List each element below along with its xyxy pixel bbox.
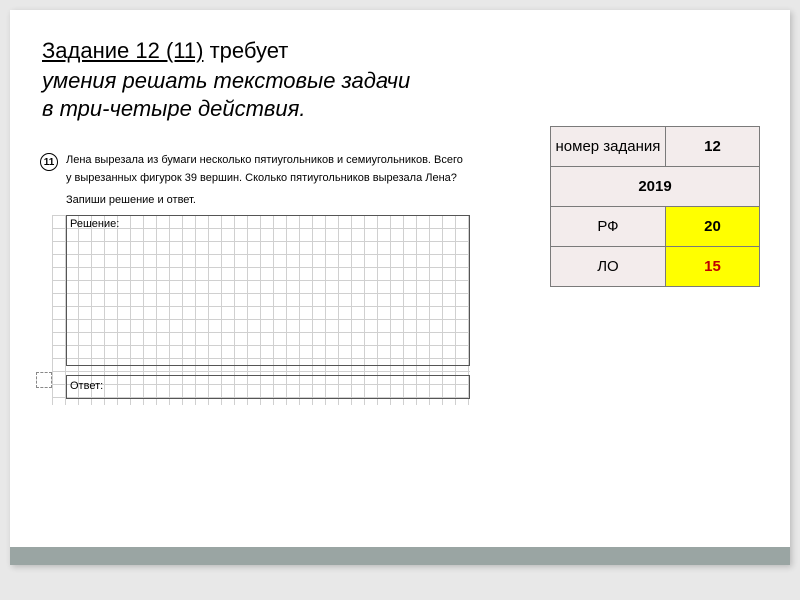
stats-header-value: 12 bbox=[665, 127, 759, 167]
solution-box bbox=[66, 215, 470, 366]
task-text-line-1: Лена вырезала из бумаги несколько пятиуг… bbox=[66, 154, 463, 166]
stats-row-value: 15 bbox=[665, 247, 759, 287]
slide: Задание 12 (11) требует умения решать те… bbox=[10, 10, 790, 565]
task-instruction: Запиши решение и ответ. bbox=[66, 194, 196, 206]
answer-label: Ответ: bbox=[70, 380, 103, 392]
stats-row-label: ЛО bbox=[551, 247, 666, 287]
table-row: номер задания 12 bbox=[551, 127, 760, 167]
answer-box bbox=[66, 375, 470, 399]
bottom-bar bbox=[10, 547, 790, 565]
table-row: РФ 20 bbox=[551, 207, 760, 247]
answer-grid: Решение: Ответ: bbox=[52, 215, 470, 405]
stats-header-label: номер задания bbox=[551, 127, 666, 167]
table-row: 2019 bbox=[551, 167, 760, 207]
subheading-line-1: умения решать текстовые задачи bbox=[42, 68, 410, 94]
solution-label: Решение: bbox=[70, 218, 119, 230]
stats-year: 2019 bbox=[551, 167, 760, 207]
task-number-circle: 11 bbox=[40, 153, 58, 171]
stats-table: номер задания 12 2019 РФ 20 ЛО 15 bbox=[550, 126, 760, 287]
heading-underlined: Задание 12 (11) bbox=[42, 38, 203, 63]
stats-row-label: РФ bbox=[551, 207, 666, 247]
dashed-checkbox bbox=[36, 372, 52, 388]
heading-rest: требует bbox=[203, 38, 288, 63]
table-row: ЛО 15 bbox=[551, 247, 760, 287]
stats-row-value: 20 bbox=[665, 207, 759, 247]
heading: Задание 12 (11) требует bbox=[42, 38, 288, 64]
task-text: Лена вырезала из бумаги несколько пятиуг… bbox=[66, 152, 466, 187]
subheading-line-2: в три-четыре действия. bbox=[42, 96, 305, 122]
task-text-line-2: у вырезанных фигурок 39 вершин. Сколько … bbox=[66, 172, 457, 184]
